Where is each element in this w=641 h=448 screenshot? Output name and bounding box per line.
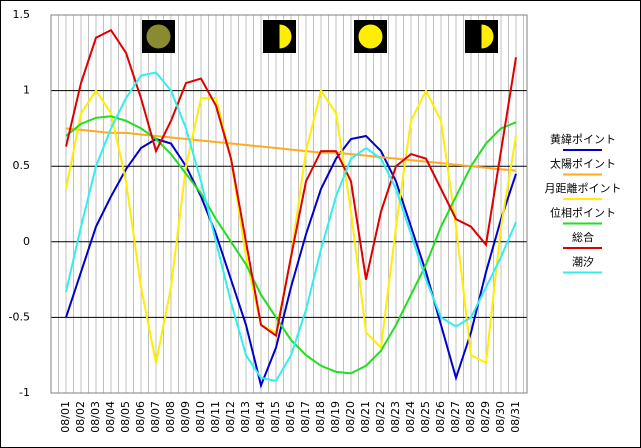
x-tick-label: 08/31 xyxy=(509,401,522,433)
moon xyxy=(279,24,292,49)
y-tick-label: 1.5 xyxy=(13,8,31,21)
moon xyxy=(358,24,383,49)
x-tick-label: 08/21 xyxy=(359,401,372,433)
moon xyxy=(481,24,494,49)
legend-label: 月距離ポイント xyxy=(545,181,622,195)
x-tick-label: 08/26 xyxy=(434,401,447,433)
moon xyxy=(146,24,171,49)
series-line xyxy=(65,115,517,375)
y-tick-label: 0.5 xyxy=(13,159,31,172)
labels: -1-0.500.511.508/01 08/02 08/03 08/04 08/05 0… xyxy=(9,8,622,433)
y-tick-label: 0 xyxy=(23,235,30,248)
x-tick-label: 08/22 xyxy=(374,401,387,433)
moon-icons xyxy=(142,20,498,53)
x-tick-label: 08/20 xyxy=(344,401,357,433)
series-line xyxy=(65,127,517,172)
x-tick-label: 08/17 xyxy=(299,401,312,433)
legend-label: 総合 xyxy=(572,230,594,244)
series-line xyxy=(65,134,517,389)
x-tick-label: 08/30 xyxy=(494,401,507,433)
series-line xyxy=(65,71,517,383)
x-tick-label: 08/28 xyxy=(464,401,477,433)
x-tick-label: 08/01 xyxy=(59,401,72,433)
x-tick-label: 08/23 xyxy=(389,401,402,433)
x-tick-label: 08/13 xyxy=(239,401,252,433)
y-tick-label: -1 xyxy=(19,386,30,399)
x-tick-label: 08/15 xyxy=(269,401,282,433)
x-tick-label: 08/04 xyxy=(104,401,117,433)
y-tick-label: -0.5 xyxy=(9,310,30,323)
x-tick-label: 08/07 xyxy=(149,401,162,433)
x-tick-label: 08/05 xyxy=(119,401,132,433)
x-tick-label: 08/09 xyxy=(179,401,192,433)
x-tick-label: 08/24 xyxy=(404,401,417,433)
x-tick-label: 08/25 xyxy=(419,401,432,433)
x-tick-label: 08/08 xyxy=(164,401,177,433)
x-tick-label: 08/11 xyxy=(209,401,222,433)
legend-label: 位相ポイント xyxy=(550,206,616,220)
x-tick-label: 08/14 xyxy=(254,401,267,433)
x-tick-label: 08/03 xyxy=(89,401,102,433)
x-tick-label: 08/06 xyxy=(134,401,147,433)
x-tick-label: 08/27 xyxy=(449,401,462,433)
x-tick-label: 08/02 xyxy=(74,401,87,433)
legend-label: 潮汐 xyxy=(572,255,594,269)
legend-label: 太陽ポイント xyxy=(550,158,616,171)
y-tick-label: 1 xyxy=(23,84,30,97)
legend-label: 黄緯ポイント xyxy=(550,132,616,146)
x-tick-label: 08/19 xyxy=(329,401,342,433)
plot-border xyxy=(50,14,528,394)
x-tick-label: 08/18 xyxy=(314,401,327,433)
x-tick-label: 08/10 xyxy=(194,401,207,433)
series-line xyxy=(65,28,517,338)
x-tick-label: 08/16 xyxy=(284,401,297,433)
x-tick-label: 08/12 xyxy=(224,401,237,433)
x-tick-label: 08/29 xyxy=(479,401,492,433)
plot-lines xyxy=(65,28,517,389)
